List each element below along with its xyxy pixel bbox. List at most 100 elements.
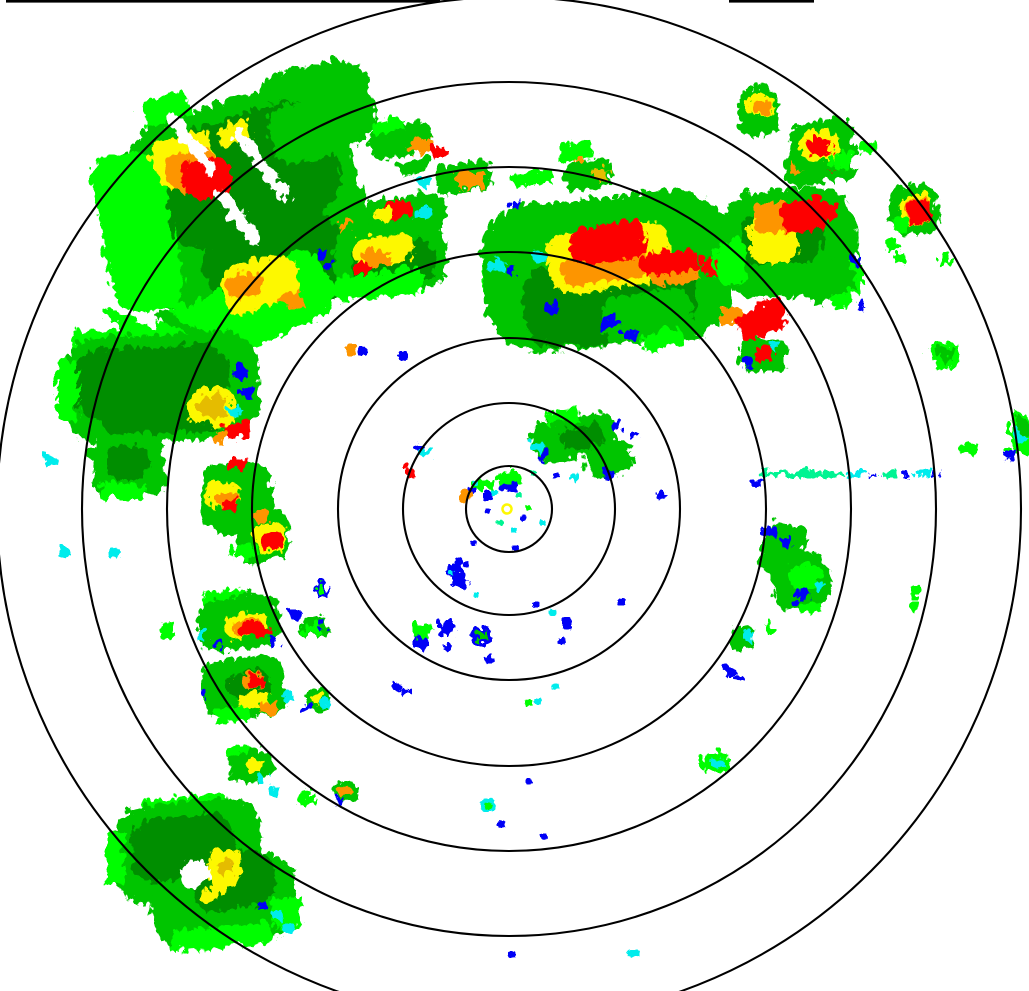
echo-cell xyxy=(481,651,490,658)
top-border-segments xyxy=(6,0,814,3)
echo-speck xyxy=(483,801,491,808)
echo-speck xyxy=(490,489,497,495)
echo-cell xyxy=(739,627,750,638)
echo-speck xyxy=(547,608,555,614)
echo-cell xyxy=(226,403,237,412)
echo-cell xyxy=(888,213,905,228)
echo-cell xyxy=(496,468,518,481)
echo-cell xyxy=(827,286,851,305)
echo-cell xyxy=(265,783,275,792)
echo-cell xyxy=(898,469,907,473)
echo-cell xyxy=(278,688,288,697)
range-ring xyxy=(165,165,853,853)
echo-cell xyxy=(398,683,407,691)
range-ring xyxy=(250,250,768,768)
echo-cell xyxy=(408,134,432,151)
echo-cell xyxy=(471,629,482,638)
echo-cell xyxy=(238,383,249,394)
echo-cell xyxy=(504,165,550,184)
echo-cell xyxy=(937,247,948,262)
echo-cell xyxy=(256,698,273,711)
echo-cell xyxy=(351,257,366,270)
light-echo-speck-layer xyxy=(356,345,638,956)
echo-cell xyxy=(620,327,633,338)
echo-cell xyxy=(313,246,322,255)
echo-cell xyxy=(54,543,65,554)
echo-cell xyxy=(1004,448,1013,456)
echo-cell xyxy=(786,596,796,605)
echo-cell xyxy=(318,695,327,703)
echo-cell xyxy=(652,486,661,495)
echo-cell xyxy=(225,268,259,296)
echo-cell xyxy=(598,314,615,327)
echo-cell xyxy=(882,238,895,248)
top-border-segment xyxy=(729,0,814,3)
radar-center-ground-clutter xyxy=(501,503,513,515)
echo-speck xyxy=(509,526,515,531)
echo-cell xyxy=(313,582,321,589)
echo-speck xyxy=(539,832,546,838)
echo-cell xyxy=(328,265,422,298)
echo-speck xyxy=(454,557,461,563)
echo-cell xyxy=(341,342,354,353)
echo-cell xyxy=(106,543,116,552)
echo-cell xyxy=(330,793,338,800)
echo-cell xyxy=(167,918,271,948)
echo-speck xyxy=(538,519,544,524)
echo-cell xyxy=(805,134,829,153)
echo-speck xyxy=(461,560,467,566)
radar-site-marker xyxy=(501,503,513,515)
echo-cell xyxy=(193,626,203,635)
echo-cell xyxy=(336,782,347,791)
echo-cell xyxy=(299,700,308,708)
echo-cell xyxy=(637,246,697,272)
echo-speck xyxy=(495,519,502,524)
echo-speck xyxy=(356,345,366,354)
echo-cell xyxy=(278,918,289,928)
precipitation-echo-layer xyxy=(40,56,1029,948)
echo-cell xyxy=(478,488,488,497)
echo-cell xyxy=(722,664,732,673)
echo-speck xyxy=(551,682,558,688)
echo-cell xyxy=(263,89,357,161)
echo-speck xyxy=(519,514,525,520)
echo-speck xyxy=(557,637,564,643)
echo-cell xyxy=(934,344,949,359)
echo-speck xyxy=(469,539,475,544)
echo-cell xyxy=(208,638,217,646)
echo-cell xyxy=(1013,414,1026,431)
echo-cell xyxy=(98,478,140,496)
echo-cell xyxy=(439,639,451,647)
echo-cell xyxy=(230,363,243,376)
echo-cell xyxy=(252,296,288,318)
echo-cell xyxy=(712,238,744,280)
echo-cell xyxy=(256,624,269,634)
echo-cell xyxy=(218,495,233,508)
echo-cell xyxy=(710,754,721,764)
echo-cell xyxy=(389,678,398,686)
echo-cell xyxy=(103,443,145,475)
echo-cell xyxy=(133,282,245,342)
range-ring xyxy=(401,401,617,617)
echo-cell xyxy=(732,296,784,338)
echo-speck xyxy=(561,616,570,629)
echo-cell xyxy=(878,468,893,473)
echo-cell xyxy=(243,755,260,768)
echo-cell xyxy=(266,634,276,643)
echo-cell xyxy=(864,469,875,473)
echo-cell xyxy=(413,205,427,215)
echo-cell xyxy=(526,438,539,449)
echo-cell xyxy=(913,468,926,473)
echo-speck xyxy=(514,491,520,496)
range-ring xyxy=(464,464,554,554)
echo-cell xyxy=(854,137,876,152)
echo-cell xyxy=(798,598,816,609)
echo-cell xyxy=(905,196,929,221)
echo-cell xyxy=(196,686,205,695)
echo-cell xyxy=(236,620,258,633)
echo-cell xyxy=(103,828,121,880)
echo-cell xyxy=(176,854,207,885)
echo-speck xyxy=(626,948,638,956)
